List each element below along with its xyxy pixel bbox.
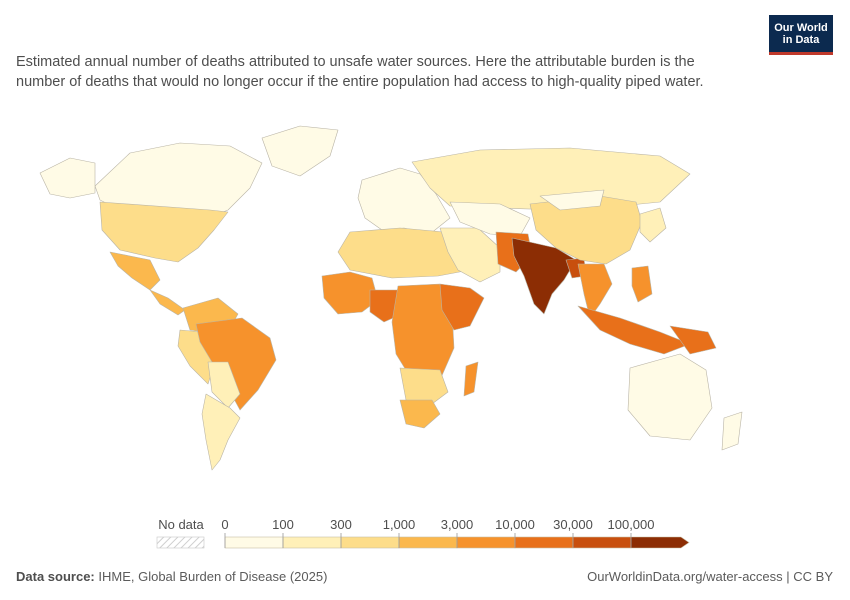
- legend-tick-label: 300: [330, 517, 352, 532]
- country-west-africa[interactable]: [321, 271, 379, 315]
- data-source: Data source: IHME, Global Burden of Dise…: [16, 569, 327, 584]
- legend-swatch: [514, 536, 574, 549]
- legend-swatch: [572, 536, 632, 549]
- country-new-zealand[interactable]: [721, 411, 743, 451]
- footer-link[interactable]: OurWorldinData.org/water-access | CC BY: [587, 569, 833, 584]
- country-indonesia[interactable]: [577, 305, 691, 355]
- legend-tick-label: 3,000: [441, 517, 474, 532]
- legend-tick-label: 100: [272, 517, 294, 532]
- logo-line-1: Our World: [774, 21, 828, 34]
- country-ethiopia-horn[interactable]: [439, 283, 485, 331]
- logo-line-2: in Data: [782, 33, 820, 46]
- legend-swatch: [224, 536, 284, 549]
- country-bolivia-paraguay[interactable]: [207, 361, 241, 409]
- country-australia[interactable]: [627, 353, 713, 441]
- data-source-text: IHME, Global Burden of Disease (2025): [98, 569, 328, 584]
- legend-swatch: [630, 536, 690, 549]
- legend-tick-label: 100,000: [608, 517, 655, 532]
- country-china[interactable]: [529, 195, 643, 265]
- chart-subtitle: Estimated annual number of deaths attrib…: [16, 54, 704, 90]
- world-map: [39, 125, 743, 471]
- country-middle-east[interactable]: [439, 227, 501, 283]
- legend-swatch: [398, 536, 458, 549]
- legend-swatch: [282, 536, 342, 549]
- legend-tick-label: 10,000: [495, 517, 535, 532]
- country-north-africa[interactable]: [337, 227, 471, 279]
- country-alaska[interactable]: [39, 157, 96, 199]
- owid-logo[interactable]: Our World in Data: [769, 15, 833, 55]
- country-south-africa[interactable]: [399, 399, 441, 429]
- country-russia[interactable]: [411, 147, 691, 211]
- legend-swatch: [456, 536, 516, 549]
- country-argentina-chile[interactable]: [201, 393, 241, 471]
- legend-tick-label: 0: [221, 517, 228, 532]
- legend-tick-label: 1,000: [383, 517, 416, 532]
- country-papua-new-guinea[interactable]: [669, 325, 717, 355]
- country-southern-africa[interactable]: [399, 367, 449, 405]
- data-source-label: Data source:: [16, 569, 95, 584]
- country-central-america[interactable]: [149, 289, 186, 316]
- legend-no-data-label: No data: [158, 517, 204, 532]
- country-brazil[interactable]: [195, 317, 277, 411]
- country-japan-korea[interactable]: [639, 207, 667, 243]
- country-united-states[interactable]: [99, 201, 229, 263]
- country-southeast-asia[interactable]: [577, 263, 613, 319]
- legend-swatch: [340, 536, 400, 549]
- legend-no-data-swatch: [156, 536, 205, 549]
- country-mongolia[interactable]: [539, 189, 605, 211]
- country-madagascar[interactable]: [463, 361, 479, 397]
- country-philippines[interactable]: [631, 265, 653, 303]
- country-india[interactable]: [511, 237, 577, 315]
- country-greenland[interactable]: [261, 125, 339, 177]
- legend-tick-label: 30,000: [553, 517, 593, 532]
